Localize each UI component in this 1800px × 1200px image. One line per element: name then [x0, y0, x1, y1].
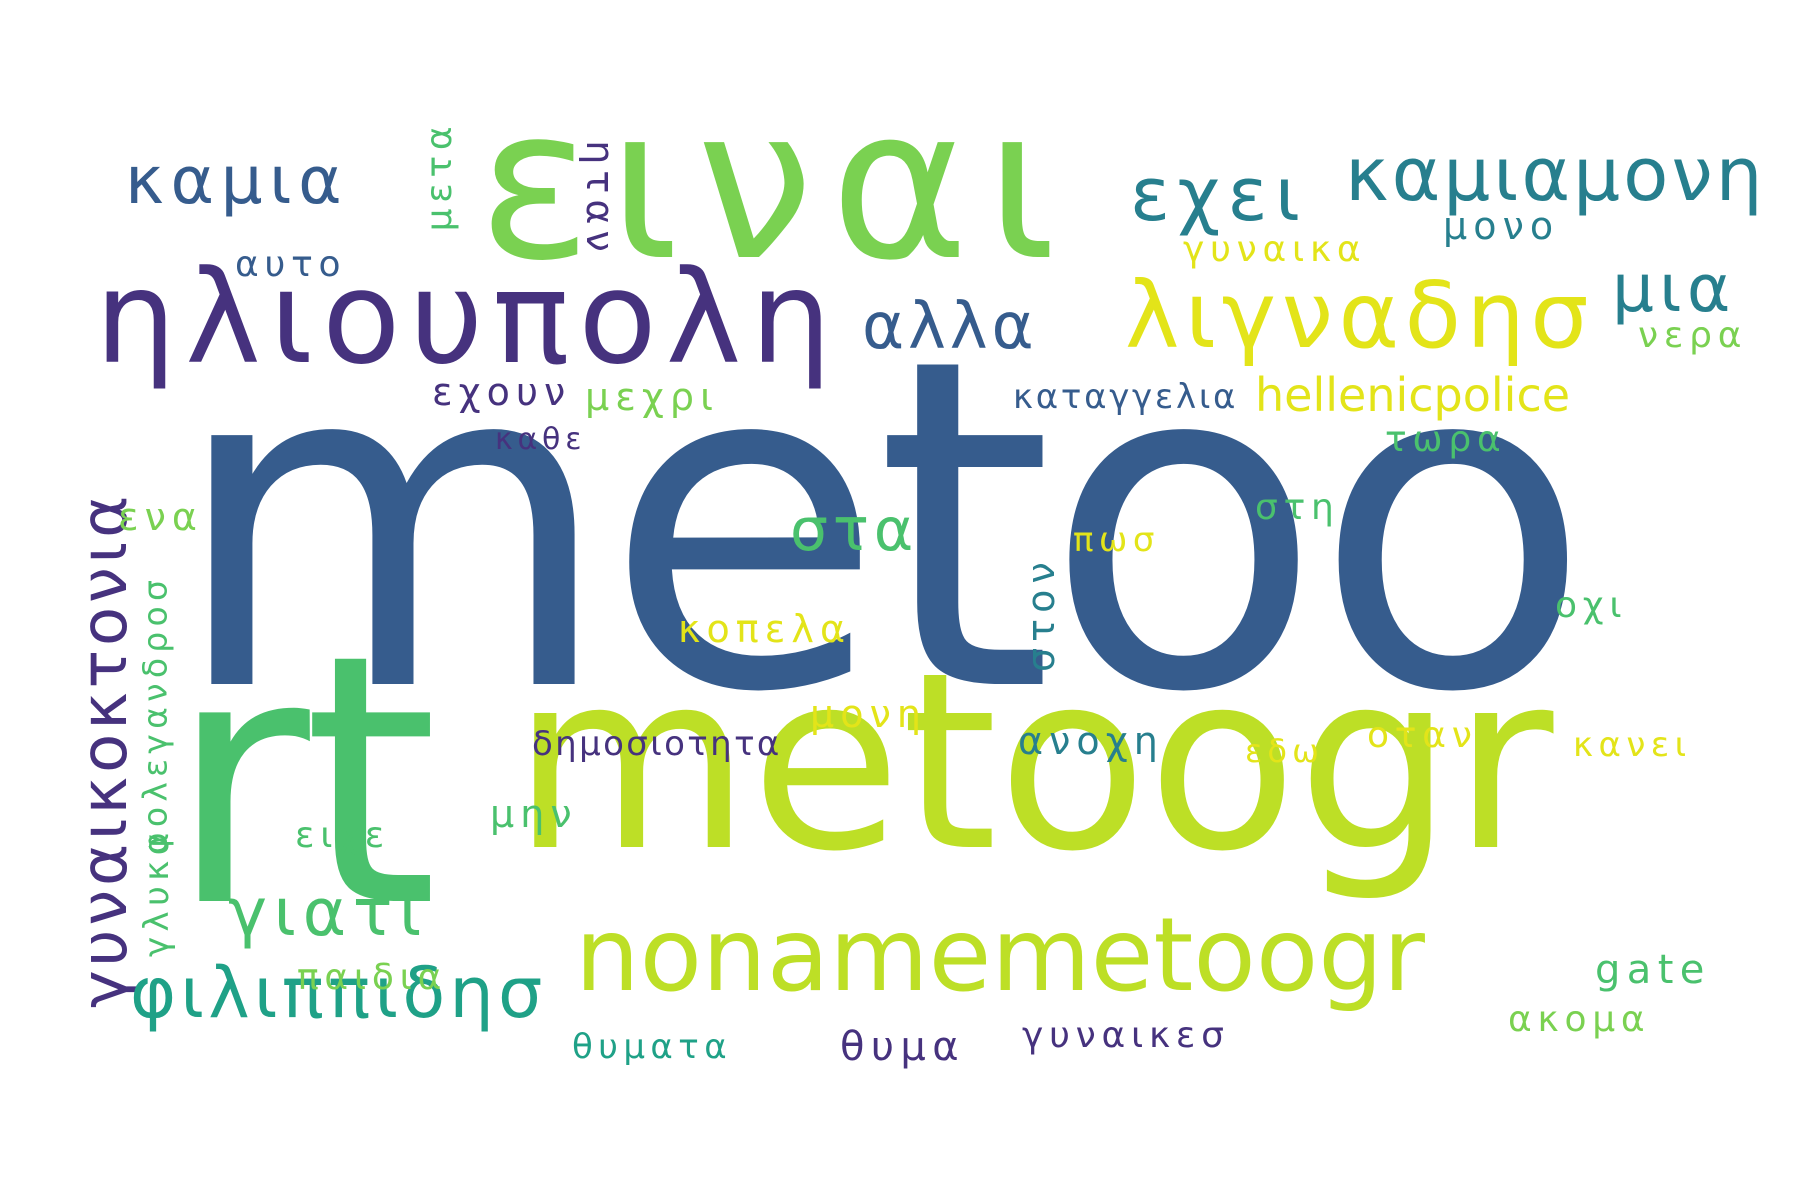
word-gynaika: γυναικα — [1183, 229, 1367, 270]
word-sti: στη — [1255, 487, 1340, 528]
word-kamia: καμια — [125, 142, 349, 219]
word-mono: μονο — [1443, 204, 1560, 248]
word-nera: νερα — [1638, 315, 1748, 356]
word-kathe: καθε — [495, 422, 587, 457]
word-ilioupoli: ηλιουπολη — [95, 244, 841, 393]
word-ston: στον — [1019, 556, 1063, 672]
word-einai: ειναι — [478, 62, 1074, 307]
word-ena: ενα — [118, 495, 204, 539]
word-nonamemetoogr: nonamemetoogr — [575, 896, 1425, 1015]
word-otan: οταν — [1367, 715, 1478, 756]
word-metoo: metoo — [170, 263, 1592, 792]
word-alla: αλλα — [862, 290, 1038, 364]
word-mexri: μεχρι — [585, 375, 720, 419]
word-giati: γιατι — [228, 874, 428, 951]
word-eixe: ειχε — [295, 815, 390, 856]
word-thyma: θυμα — [840, 1024, 966, 1070]
word-kanei: κανει — [1573, 725, 1692, 765]
word-sta: στα — [790, 495, 919, 565]
word-anoxi: ανοχη — [1018, 719, 1164, 763]
word-rt: rt — [168, 582, 438, 983]
word-gate: gate — [1595, 947, 1711, 993]
word-kamiamoni: καμιαμονη — [1345, 132, 1766, 218]
word-katagelia: καταγγελια — [1013, 377, 1239, 417]
word-tora: τωρα — [1385, 419, 1507, 460]
word-mia: μια — [1612, 250, 1736, 327]
word-metoogr: metoogr — [512, 620, 1554, 905]
word-itan: ηταν — [578, 140, 622, 258]
word-auto: αυτο — [235, 244, 347, 285]
word-gynaikoktonia: γυναικοκτονια — [68, 491, 142, 1009]
word-edo: εδω — [1245, 732, 1325, 770]
word-paidia: παιδια — [297, 957, 448, 998]
word-gynaikes: γυναικεσ — [1022, 1015, 1230, 1056]
word-thymata: θυματα — [572, 1027, 733, 1067]
word-oxi: οχι — [1555, 585, 1628, 626]
word-kopela: κοπελα — [678, 607, 852, 651]
word-akoma: ακομα — [1508, 999, 1651, 1040]
word-moni: μονη — [810, 692, 928, 736]
word-filippidis: φιλιππιδησ — [130, 952, 547, 1034]
word-meta: μετα — [419, 120, 460, 232]
word-pos: πωσ — [1073, 520, 1160, 560]
word-exoun: εχουν — [432, 370, 572, 414]
word-glyka: γλυκα — [137, 827, 177, 957]
word-lignadis: λιγναδησ — [1125, 262, 1595, 369]
word-folegandros-v: φολεγανδροσ — [135, 574, 175, 855]
word-min: μην — [490, 792, 578, 836]
word-dimosiotita: δημοσιοτητα — [532, 724, 782, 764]
word-exei: εχει — [1130, 152, 1308, 238]
word-hellenicpolice: hellenicpolice — [1255, 368, 1571, 422]
